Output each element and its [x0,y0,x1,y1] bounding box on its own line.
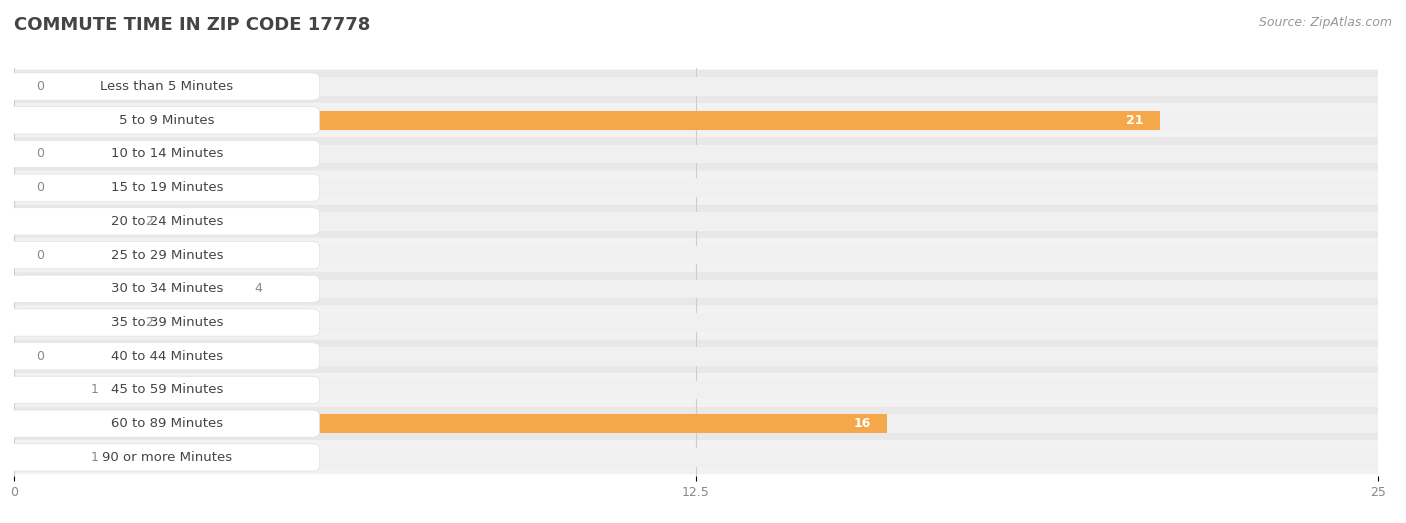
FancyBboxPatch shape [14,204,1378,238]
Text: 35 to 39 Minutes: 35 to 39 Minutes [111,316,224,329]
Text: 20 to 24 Minutes: 20 to 24 Minutes [111,215,224,228]
Text: 1: 1 [90,451,98,464]
FancyBboxPatch shape [14,440,1378,474]
FancyBboxPatch shape [8,275,319,302]
Bar [14,448,69,467]
Text: 90 or more Minutes: 90 or more Minutes [101,451,232,464]
Text: 5 to 9 Minutes: 5 to 9 Minutes [120,113,215,127]
Text: 4: 4 [254,282,262,295]
Text: 10 to 14 Minutes: 10 to 14 Minutes [111,147,224,161]
Bar [14,111,1378,130]
FancyBboxPatch shape [8,377,319,404]
Text: 0: 0 [37,181,44,194]
FancyBboxPatch shape [8,140,319,167]
FancyBboxPatch shape [8,208,319,235]
Bar [14,414,1378,433]
FancyBboxPatch shape [8,242,319,269]
Bar [14,178,1378,197]
FancyBboxPatch shape [8,343,319,370]
Bar [14,280,1378,298]
Bar [14,145,1378,163]
Text: 16: 16 [853,417,870,430]
FancyBboxPatch shape [8,174,319,201]
Text: Source: ZipAtlas.com: Source: ZipAtlas.com [1258,16,1392,29]
FancyBboxPatch shape [14,272,1378,305]
Text: 2: 2 [145,316,153,329]
FancyBboxPatch shape [14,70,1378,104]
Bar [14,313,1378,332]
Text: 15 to 19 Minutes: 15 to 19 Minutes [111,181,224,194]
Bar [14,381,1378,399]
Text: 0: 0 [37,350,44,363]
FancyBboxPatch shape [14,238,1378,272]
Text: 0: 0 [37,147,44,161]
FancyBboxPatch shape [14,305,1378,339]
FancyBboxPatch shape [14,373,1378,407]
FancyBboxPatch shape [14,407,1378,440]
FancyBboxPatch shape [14,339,1378,373]
Bar [14,111,1160,130]
Text: 0: 0 [37,80,44,93]
Bar [14,212,1378,231]
Bar [14,381,69,399]
FancyBboxPatch shape [14,171,1378,204]
Bar [14,212,124,231]
Bar [14,448,1378,467]
Text: 45 to 59 Minutes: 45 to 59 Minutes [111,383,224,396]
Bar [14,414,887,433]
Bar [14,280,232,298]
Text: 1: 1 [90,383,98,396]
Text: 25 to 29 Minutes: 25 to 29 Minutes [111,248,224,262]
FancyBboxPatch shape [8,410,319,437]
Bar [14,77,1378,96]
FancyBboxPatch shape [8,73,319,100]
FancyBboxPatch shape [8,107,319,134]
FancyBboxPatch shape [8,444,319,471]
Text: 30 to 34 Minutes: 30 to 34 Minutes [111,282,224,295]
Text: 40 to 44 Minutes: 40 to 44 Minutes [111,350,224,363]
Bar [14,347,1378,366]
FancyBboxPatch shape [14,137,1378,171]
Text: Less than 5 Minutes: Less than 5 Minutes [100,80,233,93]
Text: COMMUTE TIME IN ZIP CODE 17778: COMMUTE TIME IN ZIP CODE 17778 [14,16,370,33]
FancyBboxPatch shape [14,104,1378,137]
Text: 2: 2 [145,215,153,228]
Text: 21: 21 [1126,113,1143,127]
FancyBboxPatch shape [8,309,319,336]
Bar [14,313,124,332]
Bar [14,246,1378,264]
Text: 60 to 89 Minutes: 60 to 89 Minutes [111,417,224,430]
Text: 0: 0 [37,248,44,262]
